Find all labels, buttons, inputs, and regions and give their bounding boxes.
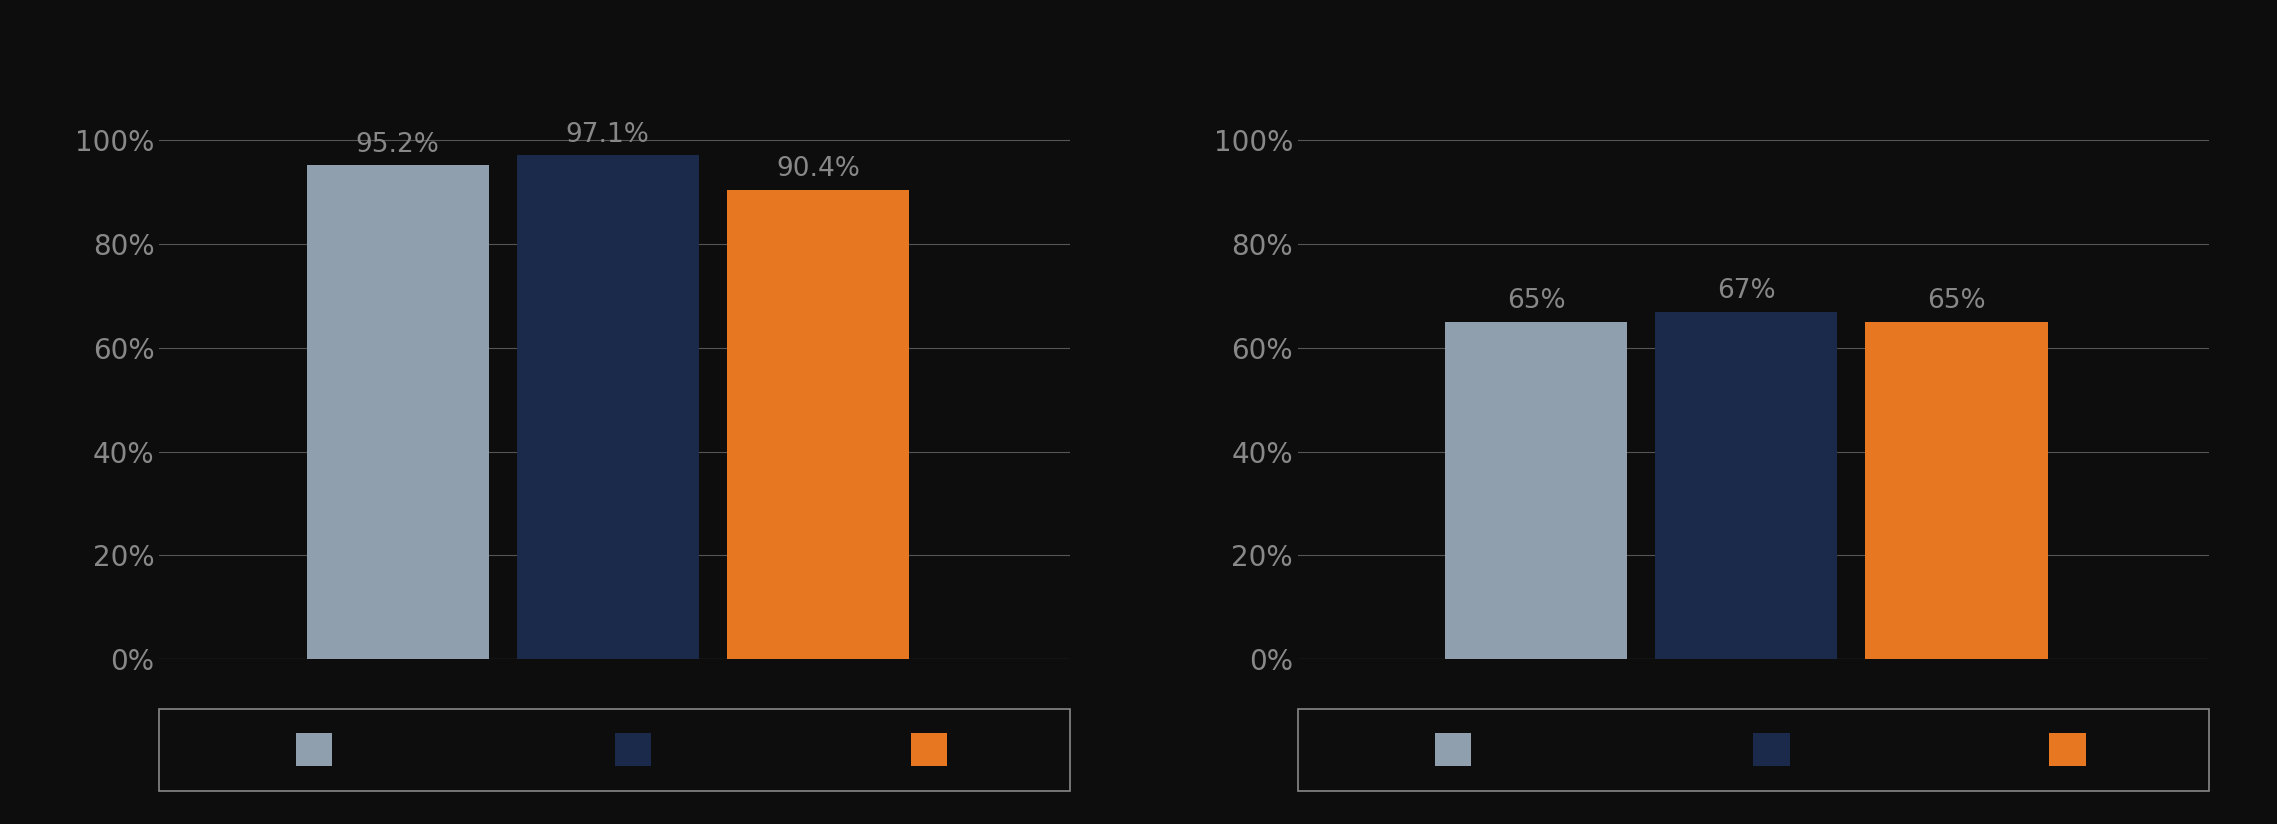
Bar bbox=[1865, 322, 2047, 659]
Text: 90.4%: 90.4% bbox=[776, 157, 861, 182]
Bar bbox=[1446, 322, 1628, 659]
Text: 65%: 65% bbox=[1507, 288, 1564, 314]
Bar bbox=[307, 166, 490, 659]
Text: 95.2%: 95.2% bbox=[355, 132, 439, 157]
Text: 97.1%: 97.1% bbox=[567, 122, 649, 147]
Text: 67%: 67% bbox=[1717, 278, 1776, 304]
Bar bbox=[517, 156, 699, 659]
Bar bbox=[1655, 311, 1838, 659]
Bar bbox=[726, 190, 909, 659]
Text: 65%: 65% bbox=[1926, 288, 1986, 314]
